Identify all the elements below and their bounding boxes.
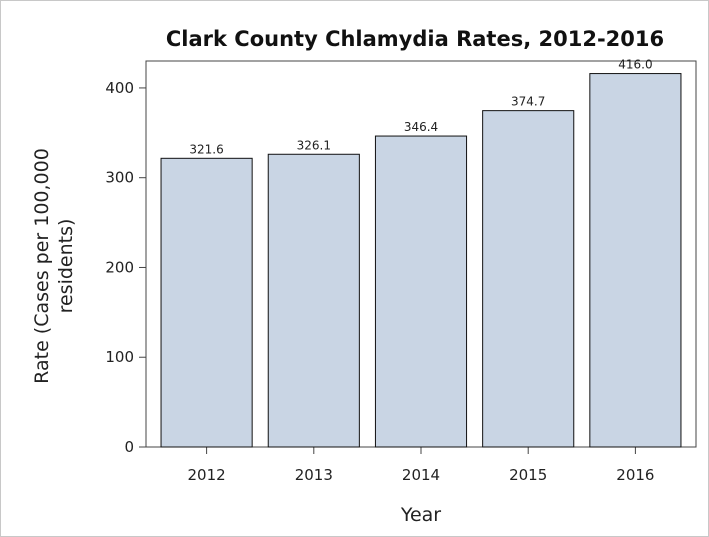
- chart-title: Clark County Chlamydia Rates, 2012-2016: [166, 27, 664, 51]
- x-tick-label-2014: 2014: [402, 466, 440, 484]
- y-axis: 0 100 200 300 400: [105, 79, 146, 456]
- y-tick-label: 300: [105, 169, 134, 187]
- data-label-2016: 416.0: [618, 58, 652, 72]
- y-tick-label: 200: [105, 258, 134, 276]
- data-label-2012: 321.6: [189, 142, 223, 156]
- x-tick-label-2016: 2016: [616, 466, 654, 484]
- bar-2013: [267, 153, 360, 448]
- x-tick-label-2015: 2015: [509, 466, 547, 484]
- y-tick-label: 0: [124, 438, 134, 456]
- x-axis-label: Year: [400, 504, 441, 526]
- y-axis-label: Rate (Cases per 100,000 residents): [31, 148, 77, 384]
- bar-2014: [374, 135, 468, 448]
- y-axis-label-line-2: residents): [55, 219, 77, 314]
- bar-2015: [482, 110, 575, 448]
- x-tick-label-2013: 2013: [295, 466, 333, 484]
- y-tick-label: 100: [105, 348, 134, 366]
- plot-area: 0 100 200 300 400 2012 2013 2014 2015 2016 321.6…: [105, 58, 697, 484]
- bar-2016: [589, 73, 682, 448]
- bars: [160, 73, 682, 448]
- x-tick-label-2012: 2012: [188, 466, 226, 484]
- x-axis: 2012 2013 2014 2015 2016: [188, 447, 654, 484]
- y-axis-label-line-1: Rate (Cases per 100,000: [31, 148, 53, 384]
- bar-labels: 321.6 326.1 346.4 374.7 416.0: [189, 58, 652, 157]
- data-label-2015: 374.7: [511, 95, 545, 109]
- data-label-2014: 346.4: [404, 120, 438, 134]
- data-label-2013: 326.1: [297, 138, 331, 152]
- bar-2012: [160, 157, 253, 448]
- y-tick-label: 400: [105, 79, 134, 97]
